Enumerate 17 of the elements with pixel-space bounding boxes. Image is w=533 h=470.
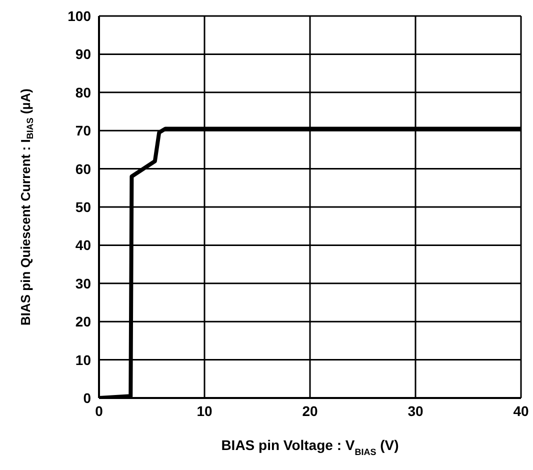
x-tick-label: 10 bbox=[196, 402, 212, 419]
x-tick-label: 40 bbox=[513, 402, 529, 419]
y-tick-label: 100 bbox=[68, 8, 92, 24]
y-tick-label: 0 bbox=[83, 390, 92, 406]
x-axis-title: BIAS pin Voltage : V$_{BIAS}$ (V) bbox=[221, 437, 399, 457]
y-tick-label: 40 bbox=[75, 237, 92, 254]
y-tick-label: 30 bbox=[75, 275, 92, 292]
y-tick-label: 20 bbox=[75, 314, 92, 330]
x-tick-label: 20 bbox=[302, 402, 318, 419]
y-tick-label: 90 bbox=[75, 46, 92, 62]
y-tick-label: 70 bbox=[75, 122, 92, 139]
x-tick-label: 30 bbox=[408, 402, 424, 419]
y-tick-label: 10 bbox=[75, 352, 92, 368]
y-tick-label: 50 bbox=[75, 198, 92, 215]
y-tick-label: 60 bbox=[75, 160, 92, 177]
x-tick-label: 0 bbox=[95, 402, 104, 419]
y-tick-label: 80 bbox=[75, 84, 92, 100]
